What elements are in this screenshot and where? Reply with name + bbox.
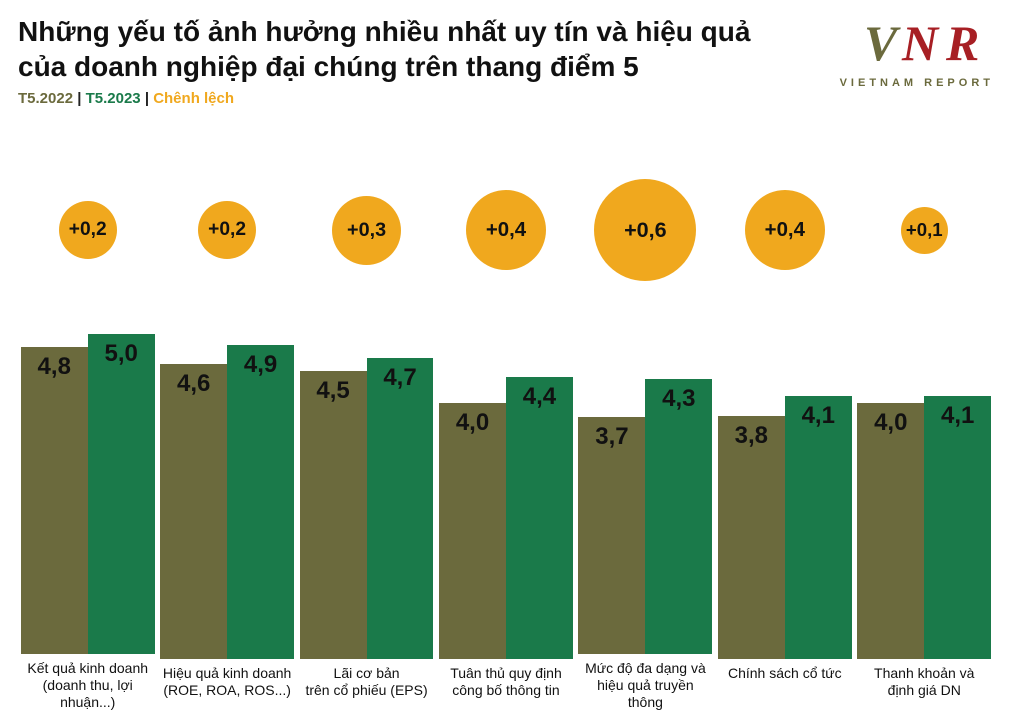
category-group: +0,2 4,8 5,0 Kết quả kinh doanh(doanh thu, … xyxy=(18,130,157,702)
bar-2022: 4,0 xyxy=(439,403,506,659)
bar-2022-value: 4,5 xyxy=(316,377,349,405)
delta-bubble-slot: +0,1 xyxy=(855,130,994,330)
category-label: Lãi cơ bảntrên cổ phiếu (EPS) xyxy=(303,659,429,702)
category-label: Tuân thủ quy địnhcông bố thông tin xyxy=(448,659,564,702)
category-label-line1: Hiệu quả kinh doanh xyxy=(163,665,291,682)
bar-2022-value: 4,6 xyxy=(177,370,210,398)
bar-chart: +0,2 4,8 5,0 Kết quả kinh doanh(doanh thu, … xyxy=(18,130,994,702)
bar-2023-value: 5,0 xyxy=(104,340,137,368)
bar-2023: 4,9 xyxy=(227,345,294,659)
category-label-line2: công bố thông tin xyxy=(450,682,562,699)
category-label-line1: Chính sách cổ tức xyxy=(728,665,842,682)
bar-2022-value: 4,0 xyxy=(456,409,489,437)
delta-bubble-slot: +0,2 xyxy=(18,130,157,330)
bar-2023-value: 4,1 xyxy=(941,402,974,430)
chart-header: Những yếu tố ảnh hưởng nhiều nhất uy tín… xyxy=(0,0,1012,107)
category-label: Hiệu quả kinh doanh(ROE, ROA, ROS...) xyxy=(161,659,293,702)
bar-2023-value: 4,7 xyxy=(383,364,416,392)
bar-2023-value: 4,4 xyxy=(523,383,556,411)
bar-2023-value: 4,3 xyxy=(662,385,695,413)
bar-2022-value: 3,7 xyxy=(595,423,628,451)
bar-2023-value: 4,9 xyxy=(244,351,277,379)
bar-2022: 4,8 xyxy=(21,347,88,654)
delta-bubble: +0,4 xyxy=(466,190,546,270)
bar-2022-value: 4,8 xyxy=(38,353,71,381)
delta-bubble: +0,6 xyxy=(594,179,696,281)
category-group: +0,1 4,0 4,1 Thanh khoản vàđịnh giá DN xyxy=(855,130,994,702)
legend-2023: T5.2023 xyxy=(86,90,141,107)
title-block: Những yếu tố ảnh hưởng nhiều nhất uy tín… xyxy=(18,14,798,107)
delta-bubble: +0,1 xyxy=(901,207,948,254)
bar-2022-value: 3,8 xyxy=(735,422,768,450)
category-group: +0,3 4,5 4,7 Lãi cơ bảntrên cổ phiếu (EPS) xyxy=(297,130,436,702)
category-label: Chính sách cổ tức xyxy=(726,659,844,702)
delta-bubble-slot: +0,4 xyxy=(715,130,854,330)
category-label-line1: Mức độ đa dạng và xyxy=(578,660,713,677)
bar-2022-value: 4,0 xyxy=(874,409,907,437)
delta-bubble-slot: +0,6 xyxy=(576,130,715,330)
category-label-line1: Kết quả kinh doanh xyxy=(20,660,155,677)
bar-2022: 4,6 xyxy=(160,364,227,658)
category-label-line2: (doanh thu, lợi nhuận...) xyxy=(20,677,155,711)
bar-2022: 4,5 xyxy=(300,371,367,659)
category-label-line1: Tuân thủ quy định xyxy=(450,665,562,682)
bar-2022: 3,8 xyxy=(718,416,785,659)
category-label-line2: định giá DN xyxy=(874,682,974,699)
category-label: Kết quả kinh doanh(doanh thu, lợi nhuận.… xyxy=(18,654,157,702)
category-label-line2: trên cổ phiếu (EPS) xyxy=(305,682,427,699)
bar-2023: 4,7 xyxy=(367,358,434,659)
category-label: Thanh khoản vàđịnh giá DN xyxy=(872,659,976,702)
bar-2023-value: 4,1 xyxy=(802,402,835,430)
delta-bubble: +0,4 xyxy=(745,190,825,270)
bar-2022: 4,0 xyxy=(857,403,924,659)
vnr-logo-icon: V N R xyxy=(864,16,994,74)
svg-text:V: V xyxy=(864,16,901,71)
delta-bubble-slot: +0,2 xyxy=(157,130,296,330)
svg-text:N: N xyxy=(901,16,940,71)
svg-text:R: R xyxy=(945,16,979,71)
bar-2023: 5,0 xyxy=(88,334,155,654)
category-group: +0,4 3,8 4,1 Chính sách cổ tức xyxy=(715,130,854,702)
category-label: Mức độ đa dạng vàhiệu quả truyền thông xyxy=(576,654,715,702)
category-label-line2: hiệu quả truyền thông xyxy=(578,677,713,711)
chart-title: Những yếu tố ảnh hưởng nhiều nhất uy tín… xyxy=(18,14,798,84)
delta-bubble-slot: +0,4 xyxy=(436,130,575,330)
bar-2023: 4,3 xyxy=(645,379,712,654)
delta-bubble: +0,3 xyxy=(332,196,401,265)
delta-bubble: +0,2 xyxy=(59,201,117,259)
category-group: +0,2 4,6 4,9 Hiệu quả kinh doanh(ROE, ROA, … xyxy=(157,130,296,702)
bar-2023: 4,1 xyxy=(785,396,852,658)
delta-bubble-slot: +0,3 xyxy=(297,130,436,330)
brand-subtitle: VIETNAM REPORT xyxy=(840,77,994,89)
legend-2022: T5.2022 xyxy=(18,90,73,107)
bar-2023: 4,1 xyxy=(924,396,991,658)
bar-2023: 4,4 xyxy=(506,377,573,659)
legend-delta: Chênh lệch xyxy=(153,90,234,107)
brand-logo: V N R VIETNAM REPORT xyxy=(840,14,994,89)
category-label-line1: Lãi cơ bản xyxy=(305,665,427,682)
bar-2022: 3,7 xyxy=(578,417,645,654)
category-group: +0,4 4,0 4,4 Tuân thủ quy địnhcông bố thông… xyxy=(436,130,575,702)
delta-bubble: +0,2 xyxy=(198,201,256,259)
category-group: +0,6 3,7 4,3 Mức độ đa dạng vàhiệu quả truy… xyxy=(576,130,715,702)
category-label-line2: (ROE, ROA, ROS...) xyxy=(163,682,291,699)
category-label-line1: Thanh khoản và xyxy=(874,665,974,682)
chart-legend: T5.2022 | T5.2023 | Chênh lệch xyxy=(18,90,798,107)
